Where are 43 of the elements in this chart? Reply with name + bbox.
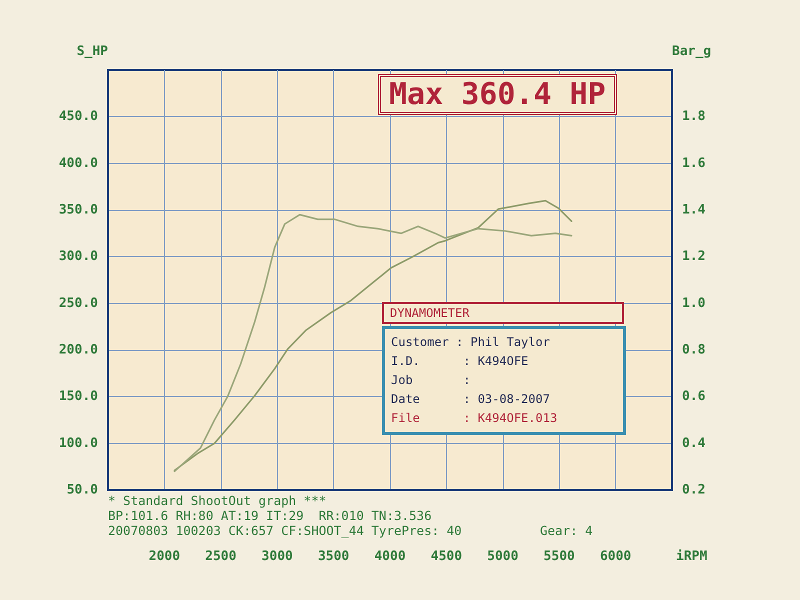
text: BP:101.6 RH:80 AT:19 IT:29 RR:010 TN:3.536 [108,508,433,523]
annotation: Customer : Phil Taylor [391,334,551,351]
text: * Standard ShootOut graph *** [108,493,328,508]
y-tick-label: 200.0 [58,342,98,358]
y2-tick-label: 1.6 [682,156,706,171]
x-tick-label: 5500 [544,549,576,564]
annotation: File : K494OFE.013 [391,410,558,427]
y-tick-label: 50.0 [66,482,98,498]
y2-tick-label: 0.8 [682,342,706,358]
y-tick-label: 400.0 [58,156,98,171]
annotation: I.D. : K494OFE [391,353,530,370]
x-tick-label: 3500 [318,549,350,564]
x-tick-label: 4500 [430,549,462,564]
y2-tick-label: 0.2 [682,482,706,498]
y2-axis-title: Bar_g [672,44,712,59]
y-tick-label: 350.0 [58,202,98,218]
x-tick-label: 2000 [148,549,180,564]
y2-tick-label: 1.4 [682,202,706,218]
y-tick-label: 150.0 [58,389,98,404]
header-box: DYNAMOMETER [382,302,624,324]
y-tick-label: 100.0 [58,436,98,451]
y-tick-label: 250.0 [58,296,98,311]
text: Gear: 4 [540,523,593,538]
y-axis-title: S_HP [76,44,108,59]
annotation: Job : [391,372,472,389]
text: 20070803 100203 CK:657 CF:SHOOT_44 TyrePres: 40 [108,523,462,538]
y2-tick-label: 1.8 [682,109,706,124]
x-tick-label: 2500 [205,549,237,564]
x-axis-title: iRPM [676,549,708,564]
y-tick-label: 300.0 [58,249,98,264]
y2-tick-label: 0.4 [682,436,706,451]
annotation: Date : 03-08-2007 [391,391,551,408]
y2-tick-label: 0.6 [682,389,706,404]
annotation: DYNAMOMETER [390,306,470,320]
y2-tick-label: 1.2 [682,249,706,264]
y2-tick-label: 1.0 [682,296,706,311]
x-tick-label: 5000 [487,549,519,564]
x-tick-label: 4000 [374,549,406,564]
caption-box: Max 360.4 HP [378,74,617,115]
x-tick-label: 3000 [262,549,294,564]
x-tick-label: 6000 [600,549,632,564]
y-tick-label: 450.0 [58,109,98,124]
annotation: Max 360.4 HP [389,77,606,112]
